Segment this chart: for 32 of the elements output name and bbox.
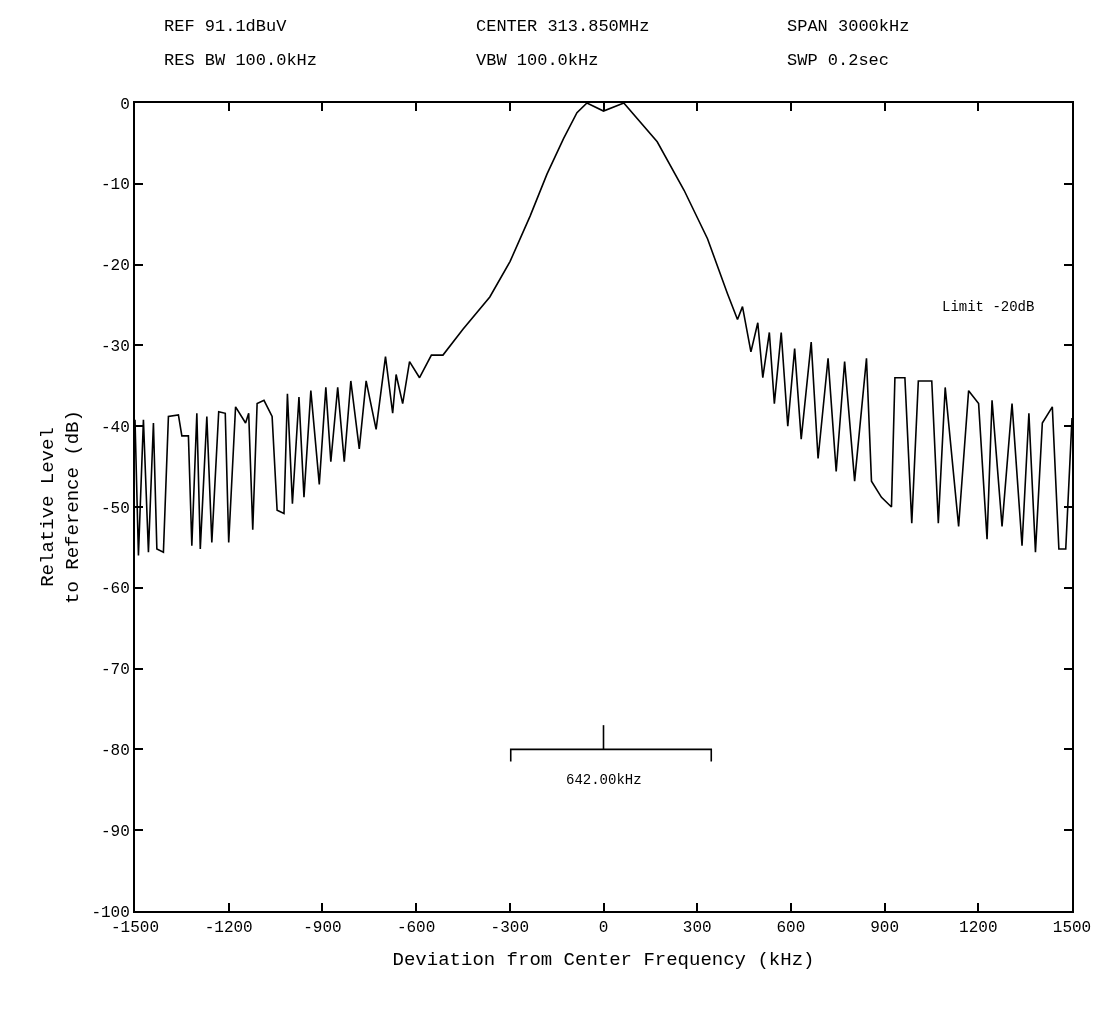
text: SPAN 3000kHz: [787, 17, 910, 36]
text: REF 91.1dBuV: [164, 17, 288, 36]
y-tick-label: -80: [100, 742, 130, 760]
y-tick-label: -30: [100, 338, 130, 356]
y-tick-label: -60: [100, 580, 130, 599]
text: VBW 100.0kHz: [476, 51, 599, 70]
text: SWP 0.2sec: [787, 51, 890, 70]
x-tick-label: -900: [303, 919, 342, 938]
y-axis-title: Relative Level to Reference (dB): [37, 410, 84, 604]
y-tick-label: -90: [100, 822, 130, 841]
y-tick-label: -40: [100, 418, 130, 437]
y-tick-label: -10: [100, 176, 130, 195]
x-tick-label: 300: [682, 919, 712, 938]
text: CENTER 313.850MHz: [476, 17, 650, 36]
y-tick-label: -50: [100, 499, 130, 518]
x-tick-label: -600: [396, 919, 436, 938]
x-tick-label: 600: [776, 919, 806, 938]
y-tick-label: 0: [120, 95, 130, 114]
x-tick-label: 0: [598, 919, 609, 938]
text: RES BW 100.0kHz: [164, 51, 318, 70]
x-tick-label: 1200: [959, 919, 998, 938]
annotation: Limit -20dB: [942, 299, 1035, 315]
y-tick-label: -20: [100, 257, 130, 276]
x-axis-title: Deviation from Center Frequency (kHz): [392, 948, 815, 971]
x-tick-label: -1200: [204, 919, 253, 938]
x-tick-label: -1500: [110, 919, 160, 938]
x-tick-label: 900: [870, 919, 900, 938]
annotation: 642.00kHz: [566, 772, 642, 788]
x-tick-label: -300: [490, 919, 529, 938]
y-tick-label: -70: [100, 661, 130, 680]
x-tick-label: 1500: [1052, 919, 1092, 938]
y-tick-label: -100: [91, 903, 130, 922]
